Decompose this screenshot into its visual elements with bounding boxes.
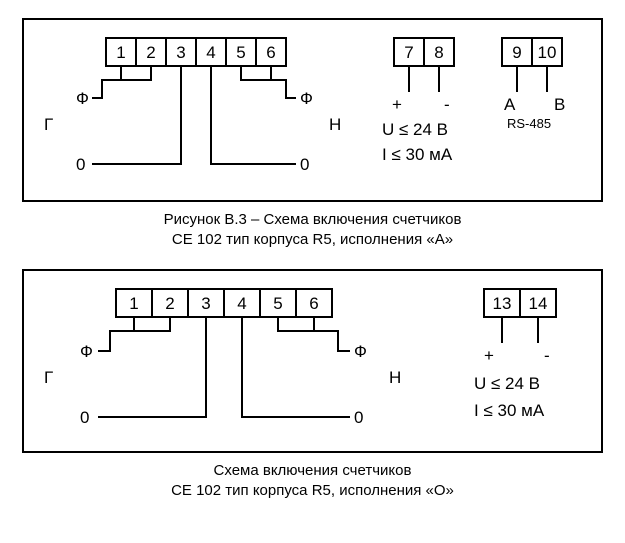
svg-text:1: 1 [116, 43, 125, 62]
svg-text:I ≤ 30 мА: I ≤ 30 мА [474, 401, 545, 420]
svg-text:13: 13 [493, 294, 512, 313]
svg-text:14: 14 [529, 294, 548, 313]
svg-text:B: B [554, 95, 565, 114]
svg-text:4: 4 [206, 43, 215, 62]
wiring-diagram-O: 1 2 3 4 5 6 13 14 Г Н Ф Ф 0 0 + -U ≤ 24 В I ≤ 30 мА [22, 269, 603, 453]
svg-text:+: + [484, 346, 494, 365]
svg-text:0: 0 [300, 155, 309, 174]
svg-text:U ≤ 24 В: U ≤ 24 В [382, 120, 448, 139]
svg-text:4: 4 [237, 294, 246, 313]
svg-text:2: 2 [165, 294, 174, 313]
svg-text:-: - [444, 95, 450, 114]
caption-A-line1: Рисунок В.3 – Схема включения счетчиков [164, 211, 462, 228]
svg-text:Г: Г [44, 115, 53, 134]
svg-text:+: + [392, 95, 402, 114]
svg-text:7: 7 [404, 43, 413, 62]
svg-text:Н: Н [329, 115, 341, 134]
svg-text:I ≤ 30 мА: I ≤ 30 мА [382, 145, 453, 164]
svg-text:3: 3 [176, 43, 185, 62]
svg-text:Н: Н [389, 368, 401, 387]
caption-O-line1: Схема включения счетчиков [214, 462, 412, 479]
svg-text:Г: Г [44, 368, 53, 387]
svg-text:9: 9 [512, 43, 521, 62]
caption-O: Схема включения счетчиков СЕ 102 тип кор… [0, 461, 625, 502]
svg-A: 12345678910ГНФФ00+-ABU ≤ 24 ВI ≤ 30 мАRS… [24, 20, 601, 200]
svg-text:6: 6 [309, 294, 318, 313]
svg-text:Ф: Ф [80, 342, 93, 361]
svg-text:-: - [544, 346, 550, 365]
svg-text:1: 1 [129, 294, 138, 313]
svg-O: 1 2 3 4 5 6 13 14 Г Н Ф Ф 0 0 + -U ≤ 24 В I ≤ 30 мА [24, 271, 601, 451]
svg-text:U ≤ 24 В: U ≤ 24 В [474, 374, 540, 393]
svg-text:0: 0 [76, 155, 85, 174]
svg-text:Ф: Ф [300, 89, 313, 108]
svg-text:A: A [504, 95, 516, 114]
svg-text:2: 2 [146, 43, 155, 62]
svg-text:5: 5 [236, 43, 245, 62]
svg-text:10: 10 [538, 43, 557, 62]
caption-A-line2: СЕ 102 тип корпуса R5, исполнения «А» [172, 231, 453, 248]
svg-text:8: 8 [434, 43, 443, 62]
svg-text:RS-485: RS-485 [507, 116, 551, 131]
svg-text:3: 3 [201, 294, 210, 313]
svg-text:Ф: Ф [354, 342, 367, 361]
svg-text:5: 5 [273, 294, 282, 313]
caption-A: Рисунок В.3 – Схема включения счетчиков … [0, 210, 625, 251]
wiring-diagram-A: 12345678910ГНФФ00+-ABU ≤ 24 ВI ≤ 30 мАRS… [22, 18, 603, 202]
svg-text:Ф: Ф [76, 89, 89, 108]
svg-text:6: 6 [266, 43, 275, 62]
svg-text:0: 0 [354, 408, 363, 427]
svg-text:0: 0 [80, 408, 89, 427]
caption-O-line2: СЕ 102 тип корпуса R5, исполнения «О» [171, 482, 454, 499]
